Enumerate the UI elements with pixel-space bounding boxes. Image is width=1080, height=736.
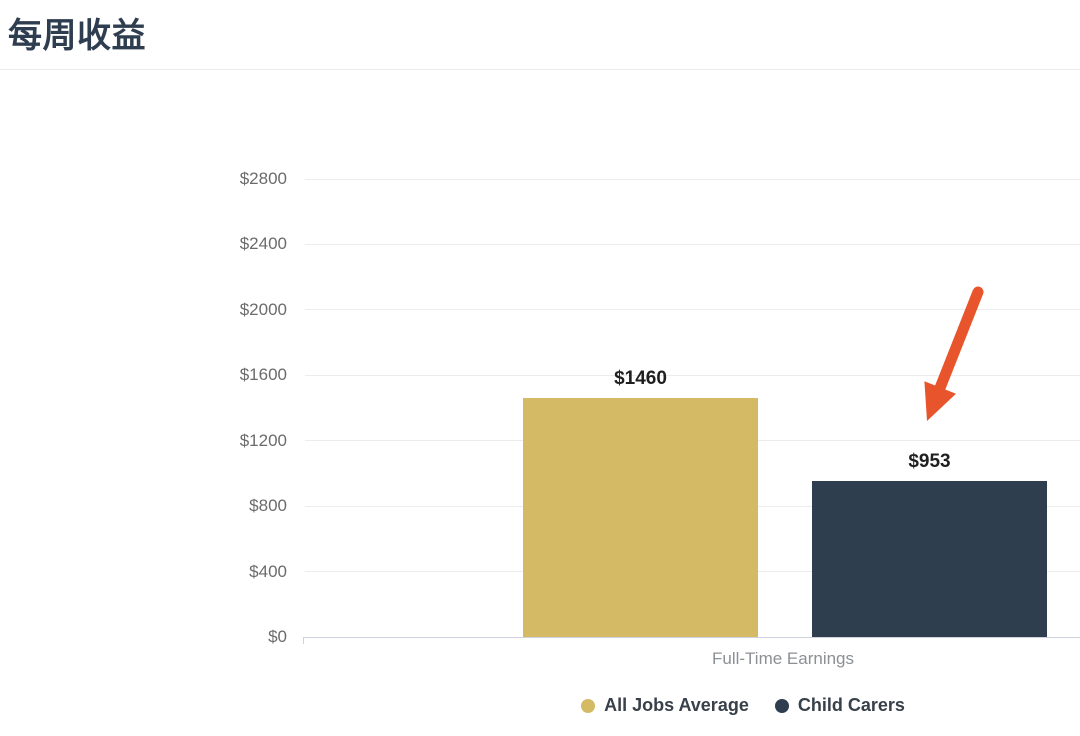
chart-legend: All Jobs Average Child Carers — [406, 695, 1080, 716]
bar-child-carers[interactable] — [812, 481, 1047, 637]
x-axis-line — [303, 637, 1080, 638]
y-gridline — [305, 309, 1080, 311]
y-gridline — [305, 243, 1080, 245]
x-axis-category-label: Full-Time Earnings — [711, 649, 855, 668]
legend-marker-icon — [581, 698, 596, 713]
header-divider — [0, 69, 1080, 70]
y-axis-tick-label: $1600 — [239, 365, 287, 385]
y-axis-tick-label: $800 — [249, 496, 287, 516]
legend-label: All Jobs Average — [604, 695, 749, 715]
bar-value-label: $953 — [908, 451, 951, 473]
y-axis-tick-label: $2800 — [239, 169, 287, 188]
y-axis-tick-label: $400 — [249, 561, 287, 581]
y-axis-tick-label: $0 — [268, 627, 287, 646]
y-gridline — [305, 374, 1080, 376]
bar-all-jobs-average[interactable] — [523, 398, 758, 637]
page-title: 每周收益 — [8, 17, 146, 55]
legend-item-child-carers[interactable]: Child Carers — [774, 695, 905, 716]
y-axis-tick-label: $1200 — [239, 430, 287, 450]
x-axis-tick — [303, 637, 304, 644]
bar-value-label: $1460 — [614, 368, 667, 390]
red-arrow-annotation — [924, 286, 984, 421]
y-axis-tick-label: $2400 — [239, 234, 287, 254]
y-axis-tick-label: $2000 — [239, 299, 287, 319]
legend-item-all-jobs-average[interactable]: All Jobs Average — [581, 695, 749, 716]
legend-label: Child Carers — [797, 695, 905, 715]
y-gridline — [305, 178, 1080, 180]
legend-marker-icon — [774, 698, 789, 713]
